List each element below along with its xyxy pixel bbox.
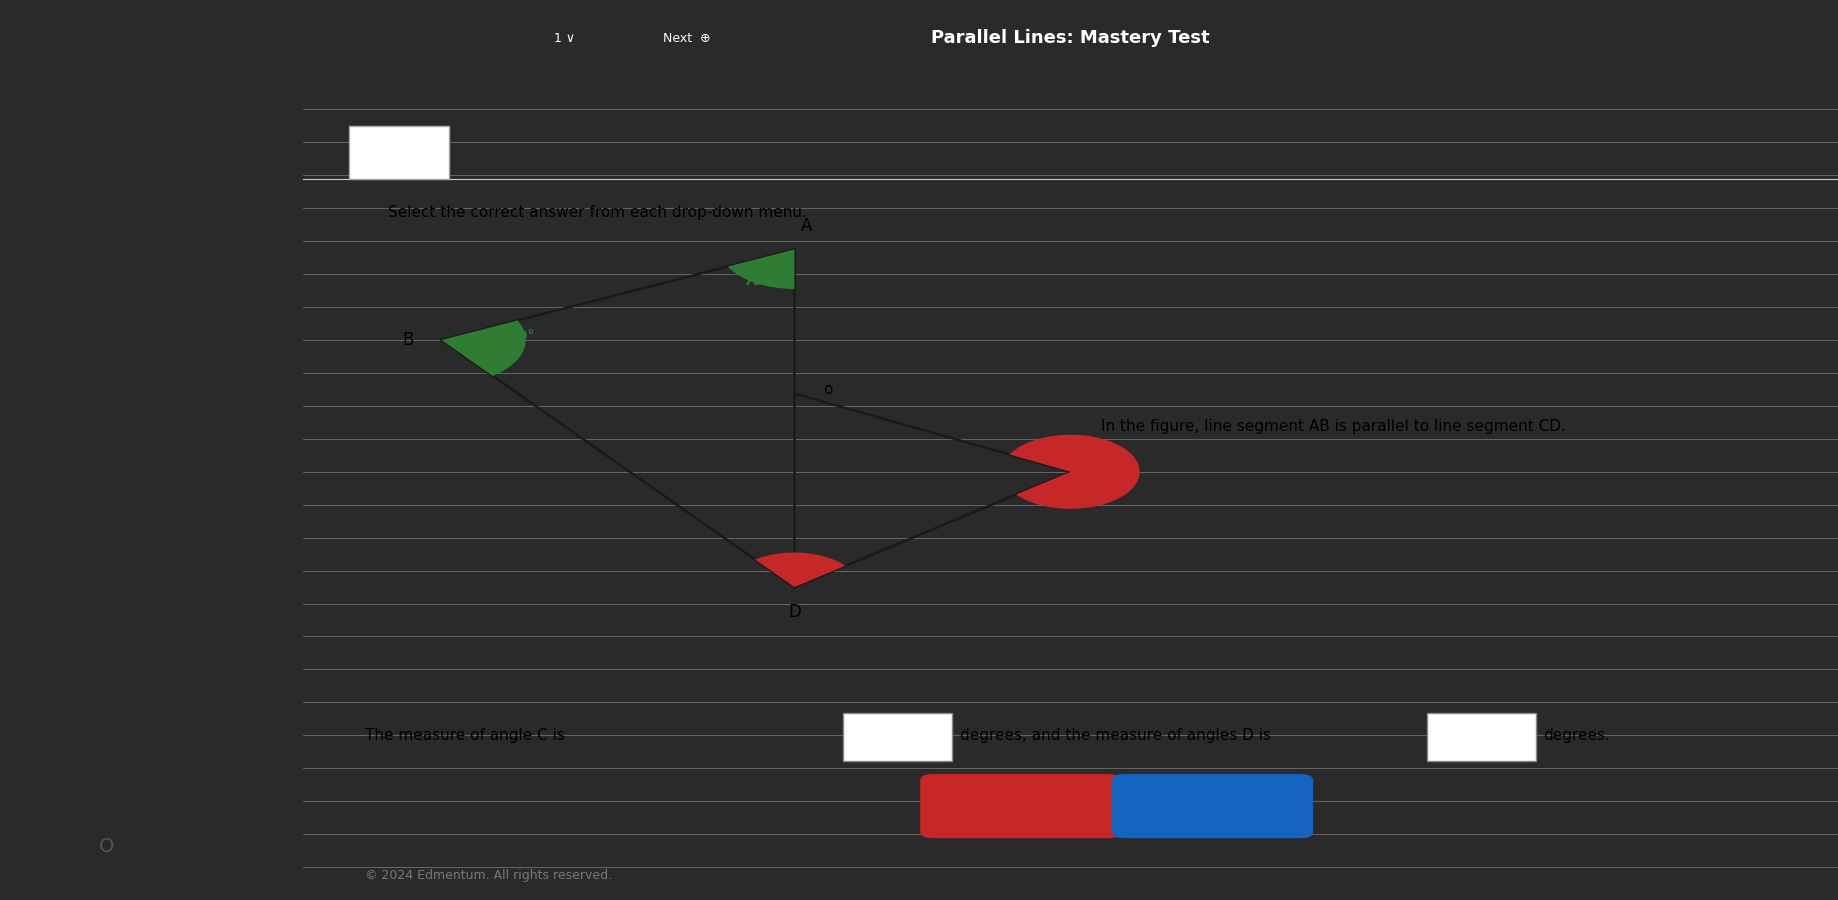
FancyBboxPatch shape [1426, 713, 1537, 760]
Text: B: B [403, 331, 414, 349]
Text: 75°: 75° [743, 274, 768, 288]
Text: The measure of angle C is: The measure of angle C is [364, 728, 564, 742]
Text: Next  ⊕: Next ⊕ [664, 32, 711, 45]
Text: degrees.: degrees. [1544, 728, 1610, 742]
Text: A: A [801, 218, 812, 236]
Wedge shape [441, 320, 526, 376]
Text: O: O [99, 836, 114, 856]
Text: Select the correct answer from each drop-down menu.: Select the correct answer from each drop… [388, 205, 807, 220]
FancyBboxPatch shape [921, 774, 1121, 838]
Text: © 2024 Edmentum. All rights reserved.: © 2024 Edmentum. All rights reserved. [364, 868, 612, 882]
Wedge shape [755, 553, 845, 587]
Text: 1 ∨: 1 ∨ [553, 32, 575, 45]
FancyBboxPatch shape [1112, 774, 1312, 838]
Text: Next: Next [1189, 796, 1233, 814]
Text: ∨: ∨ [1507, 729, 1516, 742]
FancyBboxPatch shape [349, 126, 448, 179]
Wedge shape [728, 249, 794, 289]
FancyBboxPatch shape [844, 713, 952, 760]
Text: C: C [1108, 463, 1119, 481]
Text: ∨: ∨ [925, 729, 934, 742]
Text: 40°: 40° [507, 328, 535, 343]
Text: Parallel Lines: Mastery Test: Parallel Lines: Mastery Test [932, 29, 1209, 47]
Text: 1: 1 [395, 143, 404, 161]
Wedge shape [1009, 435, 1140, 508]
Text: o: o [823, 382, 833, 397]
Text: degrees, and the measure of angles D is: degrees, and the measure of angles D is [959, 728, 1272, 742]
Text: In the figure, line segment AB is parallel to line segment CD.: In the figure, line segment AB is parall… [1101, 419, 1566, 434]
Text: Reset: Reset [994, 796, 1048, 814]
Text: D: D [789, 603, 801, 621]
